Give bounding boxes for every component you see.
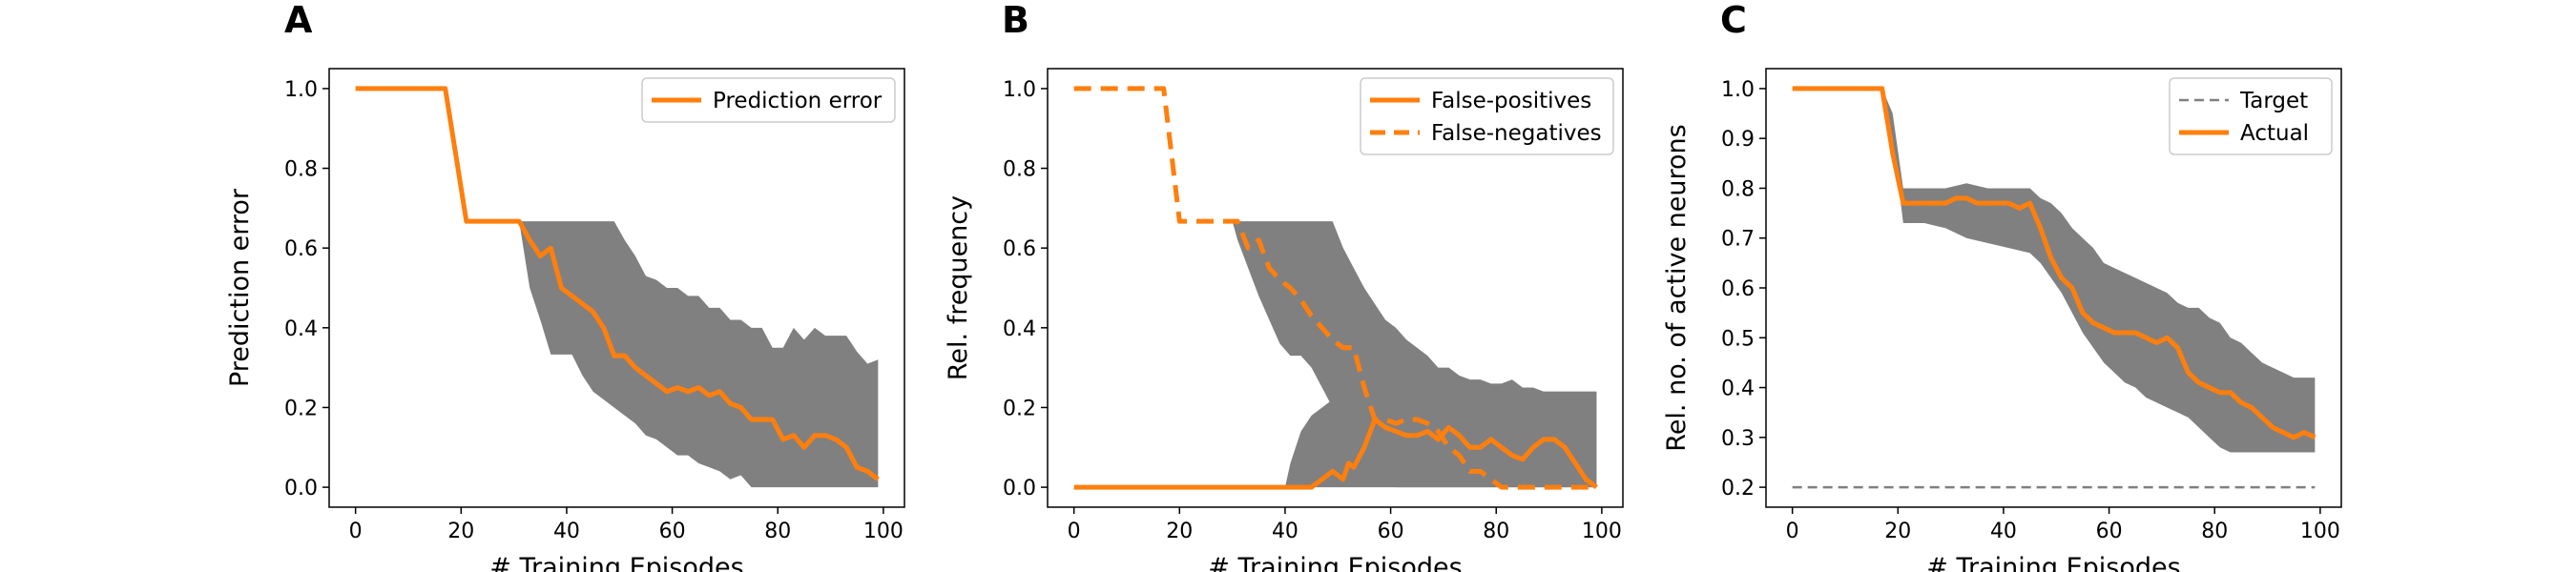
x-tick-label: 40: [553, 520, 580, 543]
x-tick-label: 40: [1990, 520, 2017, 543]
legend-box: [2169, 77, 2333, 155]
y-tick-label: 0.2: [1003, 397, 1036, 420]
y-tick-label: 0.4: [1003, 317, 1036, 341]
legend-box: [641, 77, 896, 123]
y-tick-label: 0.2: [1721, 477, 1755, 500]
x-tick-label: 0: [349, 520, 363, 543]
y-axis-label: Rel. no. of active neurons: [1662, 124, 1692, 451]
series-prediction-error-line: [355, 86, 880, 481]
panel-c: C 0 20 40 60 80 100 0.2 0.3 0.4 0.5 0.6 0.7 0.8 0.9 1.0…: [1662, 0, 2342, 572]
legend-label: False-negatives: [1431, 121, 1602, 146]
x-axis-label: # Training Episodes: [1926, 553, 2180, 572]
x-tick-label: 60: [2096, 520, 2123, 543]
x-tick-label: 20: [1166, 520, 1193, 543]
legend-label: Actual: [2240, 121, 2309, 146]
x-tick-label: 0: [1786, 520, 1799, 543]
plot-frame: [1047, 68, 1624, 508]
legend-label: Prediction error: [713, 89, 883, 113]
legend-label: False-positives: [1431, 89, 1591, 113]
y-tick-label: 0.8: [284, 158, 318, 182]
y-tick-label: 0.5: [1721, 327, 1755, 351]
plot-frame: [328, 68, 905, 508]
x-axis-label: # Training Episodes: [1208, 553, 1462, 572]
y-tick-label: 0.0: [284, 477, 318, 500]
x-tick-label: 80: [764, 520, 791, 543]
series-actual-line: [1792, 86, 2316, 440]
y-tick-label: 0.4: [284, 317, 318, 341]
series-false-positives-line: [1073, 417, 1598, 490]
y-tick-label: 1.0: [1721, 78, 1755, 102]
panel-letter: C: [1720, 0, 1747, 41]
y-tick-label: 1.0: [1003, 78, 1036, 102]
legend: False-positives False-negatives: [1360, 77, 1614, 155]
panel-b: B 0 20 40 60 80 100 0.0 0.2 0.4 0.6 0.8 1.0 # Trainin…: [944, 0, 1624, 572]
x-tick-label: 100: [2300, 520, 2340, 543]
y-axis-label: Rel. frequency: [944, 195, 973, 380]
y-tick-label: 0.6: [1003, 237, 1036, 261]
x-tick-label: 100: [863, 520, 904, 543]
y-tick-label: 0.9: [1721, 128, 1755, 152]
x-tick-label: 100: [1582, 520, 1622, 543]
legend-box: [1360, 77, 1614, 155]
y-axis-label: Prediction error: [225, 188, 255, 387]
panel-a: A 0 20 40 60 80 100 0.0 0.2 0.4 0.6 0.8 1.0 # Trainin…: [225, 0, 905, 572]
x-tick-label: 80: [1483, 520, 1509, 543]
x-tick-label: 20: [1884, 520, 1911, 543]
x-tick-label: 60: [1378, 520, 1404, 543]
variability-band: [355, 88, 879, 488]
panel-letter: B: [1002, 0, 1029, 41]
x-tick-label: 40: [1272, 520, 1298, 543]
legend: Target Actual: [2169, 77, 2333, 155]
x-tick-label: 20: [447, 520, 474, 543]
y-tick-label: 0.0: [1003, 477, 1036, 500]
y-tick-label: 1.0: [284, 78, 318, 102]
x-tick-label: 60: [659, 520, 686, 543]
legend-label: Target: [2239, 89, 2308, 113]
y-tick-label: 0.4: [1721, 378, 1755, 401]
legend: Prediction error: [641, 77, 896, 123]
x-tick-label: 80: [2201, 520, 2228, 543]
series-false-negatives-line: [1073, 86, 1597, 490]
y-tick-label: 0.6: [1721, 277, 1755, 301]
y-tick-label: 0.2: [284, 397, 318, 420]
y-tick-label: 0.8: [1721, 177, 1755, 201]
y-tick-label: 0.7: [1721, 228, 1755, 252]
x-tick-label: 0: [1068, 520, 1081, 543]
y-tick-label: 0.6: [284, 237, 318, 261]
panel-letter: A: [284, 0, 313, 41]
y-tick-label: 0.8: [1003, 158, 1036, 182]
y-tick-label: 0.3: [1721, 427, 1755, 451]
x-axis-label: # Training Episodes: [489, 553, 743, 572]
